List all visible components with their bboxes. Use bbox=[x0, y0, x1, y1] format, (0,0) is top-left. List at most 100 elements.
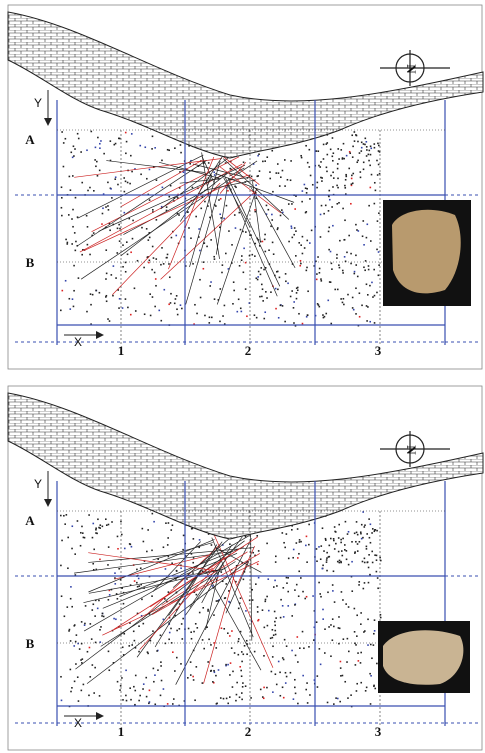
find-dot bbox=[322, 618, 324, 620]
find-dot bbox=[163, 546, 165, 548]
find-dot bbox=[279, 185, 281, 187]
find-dot bbox=[73, 306, 75, 308]
find-dot bbox=[285, 682, 287, 684]
find-dot bbox=[207, 610, 209, 612]
find-dot bbox=[269, 178, 271, 180]
find-dot bbox=[282, 686, 284, 688]
find-dot bbox=[239, 265, 241, 267]
find-dot bbox=[163, 289, 165, 291]
find-dot bbox=[357, 276, 359, 278]
find-dot bbox=[323, 213, 325, 215]
find-dot bbox=[70, 669, 72, 671]
refit-line bbox=[190, 161, 221, 267]
find-dot bbox=[350, 694, 352, 696]
find-dot bbox=[294, 687, 296, 689]
find-dot bbox=[277, 229, 279, 231]
find-dot bbox=[342, 270, 344, 272]
find-dot bbox=[169, 276, 171, 278]
find-dot bbox=[368, 518, 370, 520]
find-dot bbox=[220, 198, 222, 200]
find-dot bbox=[347, 638, 349, 640]
find-dot bbox=[332, 584, 334, 586]
find-dot bbox=[84, 623, 86, 625]
find-dot bbox=[67, 567, 69, 569]
find-dot bbox=[151, 269, 153, 271]
find-dot bbox=[313, 639, 315, 641]
find-dot bbox=[70, 152, 72, 154]
find-dot bbox=[254, 209, 256, 211]
find-dot bbox=[69, 298, 71, 300]
find-dot bbox=[366, 305, 368, 307]
find-dot bbox=[100, 626, 102, 628]
find-dot bbox=[174, 147, 176, 149]
find-dot bbox=[285, 273, 287, 275]
find-dot bbox=[229, 674, 231, 676]
find-dot bbox=[356, 135, 358, 137]
find-dot bbox=[368, 150, 370, 152]
find-dot bbox=[346, 559, 348, 561]
find-dot bbox=[310, 175, 312, 177]
find-dot bbox=[130, 699, 132, 701]
find-dot bbox=[241, 692, 243, 694]
find-dot bbox=[286, 533, 288, 535]
find-dot bbox=[246, 315, 248, 317]
find-dot bbox=[365, 690, 367, 692]
find-dot bbox=[168, 303, 170, 305]
find-dot bbox=[215, 675, 217, 677]
find-dot bbox=[106, 524, 108, 526]
find-dot bbox=[303, 647, 305, 649]
find-dot bbox=[263, 697, 265, 699]
find-dot bbox=[126, 700, 128, 702]
find-dot bbox=[268, 209, 270, 211]
find-dot bbox=[87, 651, 89, 653]
find-dot bbox=[269, 171, 271, 173]
find-dot bbox=[368, 554, 370, 556]
find-dot bbox=[351, 183, 353, 185]
find-dot bbox=[211, 544, 213, 546]
find-dot bbox=[363, 266, 365, 268]
find-dot bbox=[112, 295, 114, 297]
find-dot bbox=[134, 690, 136, 692]
find-dot bbox=[222, 264, 224, 266]
find-dot bbox=[374, 630, 376, 632]
find-dot bbox=[92, 523, 94, 525]
find-dot bbox=[300, 263, 302, 265]
find-dot bbox=[102, 207, 104, 209]
find-dot bbox=[229, 696, 231, 698]
find-dot bbox=[271, 671, 273, 673]
find-dot bbox=[268, 610, 270, 612]
find-dot bbox=[235, 227, 237, 229]
find-dot bbox=[143, 541, 145, 543]
find-dot bbox=[68, 214, 70, 216]
find-dot bbox=[356, 690, 358, 692]
find-dot bbox=[320, 161, 322, 163]
find-dot bbox=[200, 208, 202, 210]
find-dot bbox=[320, 558, 322, 560]
find-dot bbox=[119, 228, 121, 230]
find-dot bbox=[275, 617, 277, 619]
find-dot bbox=[125, 298, 127, 300]
find-dot bbox=[243, 271, 245, 273]
find-dot bbox=[61, 131, 63, 133]
find-dot bbox=[161, 160, 163, 162]
find-dot bbox=[75, 250, 77, 252]
find-dot bbox=[171, 237, 173, 239]
find-dot bbox=[291, 203, 293, 205]
find-dot bbox=[293, 301, 295, 303]
find-dot bbox=[64, 615, 66, 617]
find-dot bbox=[195, 216, 197, 218]
find-dot bbox=[177, 314, 179, 316]
find-dot bbox=[330, 655, 332, 657]
find-dot bbox=[306, 270, 308, 272]
find-dot bbox=[154, 703, 156, 705]
find-dot bbox=[125, 271, 127, 273]
find-dot bbox=[135, 675, 137, 677]
find-dot bbox=[262, 241, 264, 243]
find-dot bbox=[350, 263, 352, 265]
find-dot bbox=[90, 623, 92, 625]
find-dot bbox=[81, 690, 83, 692]
find-dot bbox=[354, 140, 356, 142]
find-dot bbox=[346, 550, 348, 552]
find-dot bbox=[123, 212, 125, 214]
find-dot bbox=[327, 154, 329, 156]
